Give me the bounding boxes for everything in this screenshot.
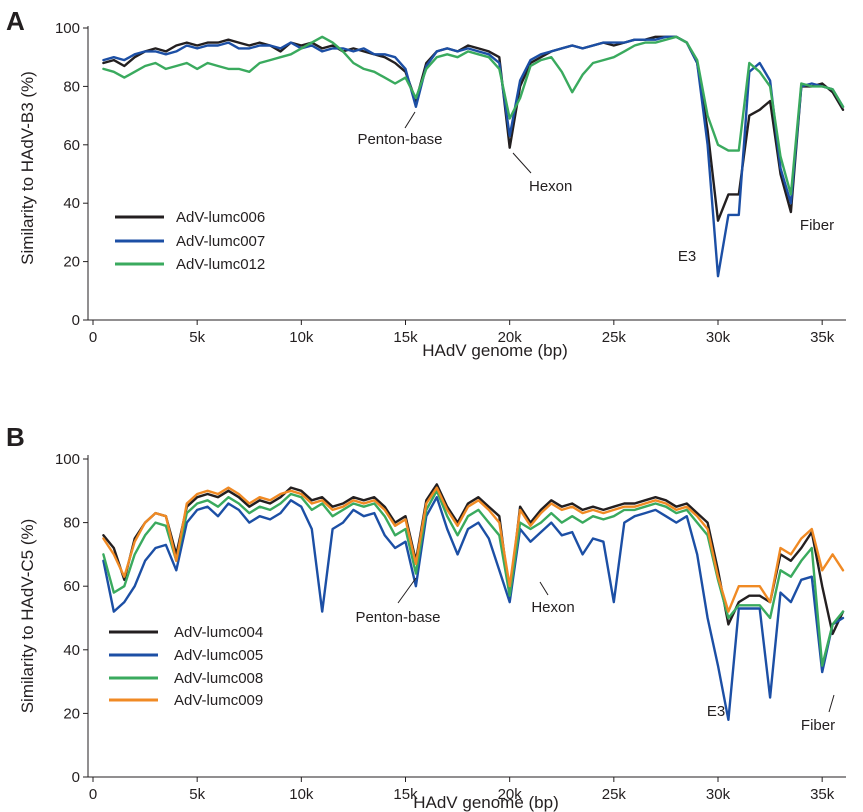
panel-b-legend-label: AdV-lumc008: [174, 670, 263, 687]
panel-a-y-tick-label: 0: [72, 312, 80, 329]
panel-b-x-tick-label: 15k: [393, 786, 418, 803]
panel-a-e3-label: E3: [678, 248, 696, 265]
panel-a-series-adv-lumc012: [102, 35, 845, 196]
panel-b-ticks: 0 5k 10k 15k 20k 25k 30k 35k 0 20 40 60 80 100: [55, 451, 835, 803]
panel-a-legend-item: AdV-lumc007: [115, 233, 265, 250]
panel-b-series-adv-lumc009: [102, 486, 845, 613]
panel-b-x-tick-label: 30k: [706, 786, 731, 803]
panel-a-y-axis-title: Similarity to HAdV-B3 (%): [18, 71, 37, 265]
panel-b-legend-label: AdV-lumc004: [174, 624, 263, 641]
panel-b: B 0 5k 10k 15k 20k 25k 30k 35k 0 20 40 60 80 100 HAdV…: [6, 422, 846, 812]
panel-a-fiber-label: Fiber: [800, 217, 834, 234]
panel-b-x-tick-label: 20k: [498, 786, 523, 803]
panel-a-x-tick-label: 25k: [602, 329, 627, 346]
panel-a-penton-leader: [404, 111, 416, 129]
panel-b-x-tick-label: 35k: [810, 786, 835, 803]
panel-a-y-tick-label: 40: [63, 195, 80, 212]
panel-b-y-tick-label: 20: [63, 705, 80, 722]
panel-b-legend: AdV-lumc004 AdV-lumc005 AdV-lumc008 AdV-…: [109, 624, 263, 709]
panel-b-legend-label: AdV-lumc005: [174, 647, 263, 664]
panel-a-series-adv-lumc007: [102, 35, 845, 278]
panel-b-x-tick-label: 0: [89, 786, 97, 803]
panel-a-legend-label: AdV-lumc006: [176, 209, 265, 226]
panel-a-y-tick-label: 80: [63, 78, 80, 95]
panel-b-legend-label: AdV-lumc009: [174, 692, 263, 709]
panel-b-penton-label: Penton-base: [355, 609, 440, 626]
panel-a-y-tick-label: 100: [55, 20, 80, 37]
panel-a-ticks: 0 5k 10k 15k 20k 25k 30k 35k 0 20 40 60 80 100: [55, 20, 835, 346]
panel-a-x-tick-label: 0: [89, 329, 97, 346]
panel-a-legend: AdV-lumc006 AdV-lumc007 AdV-lumc012: [115, 209, 265, 273]
panel-b-legend-item: AdV-lumc009: [109, 692, 263, 709]
panel-a-x-tick-label: 20k: [498, 329, 523, 346]
panel-a-hexon-leader: [512, 152, 532, 174]
panel-a-series-group: [102, 35, 845, 278]
panel-b-y-tick-label: 0: [72, 769, 80, 786]
panel-b-x-tick-label: 25k: [602, 786, 627, 803]
panel-a-x-tick-label: 30k: [706, 329, 731, 346]
panel-b-y-tick-label: 40: [63, 642, 80, 659]
panel-a-hexon-label: Hexon: [529, 178, 572, 195]
panel-b-legend-item: AdV-lumc008: [109, 670, 263, 687]
panel-b-legend-item: AdV-lumc005: [109, 647, 263, 664]
panel-a-legend-item: AdV-lumc012: [115, 256, 265, 273]
panel-a-penton-label: Penton-base: [357, 131, 442, 148]
panel-a-legend-label: AdV-lumc012: [176, 256, 265, 273]
panel-b-y-tick-label: 80: [63, 515, 80, 532]
panel-b-hexon-label: Hexon: [531, 599, 574, 616]
panel-a-series-adv-lumc006: [102, 35, 845, 222]
panel-b-fiber-label: Fiber: [801, 717, 835, 734]
panel-b-series-group: [102, 483, 845, 721]
panel-b-x-axis-title: HAdV genome (bp): [413, 793, 559, 812]
panel-b-y-tick-label: 100: [55, 451, 80, 468]
panel-a-y-tick-label: 20: [63, 254, 80, 271]
panel-a-x-tick-label: 15k: [393, 329, 418, 346]
panel-b-letter: B: [6, 422, 25, 452]
panel-a-x-tick-label: 10k: [289, 329, 314, 346]
panel-b-legend-item: AdV-lumc004: [109, 624, 263, 641]
panel-b-hexon-leader: [539, 581, 549, 596]
panel-b-fiber-leader: [828, 694, 835, 713]
panel-a: A 0 5k 10k 15k 20k 25k 30k 35k 0 20 40 60 80 100 HAdV…: [6, 6, 846, 360]
panel-a-legend-item: AdV-lumc006: [115, 209, 265, 226]
panel-a-y-tick-label: 60: [63, 137, 80, 154]
panel-b-y-tick-label: 60: [63, 578, 80, 595]
panel-a-x-tick-label: 35k: [810, 329, 835, 346]
panel-b-x-tick-label: 10k: [289, 786, 314, 803]
panel-b-x-tick-label: 5k: [189, 786, 205, 803]
panel-b-series-adv-lumc004: [102, 483, 845, 636]
panel-a-x-axis-title: HAdV genome (bp): [422, 341, 568, 360]
panel-a-x-tick-label: 5k: [189, 329, 205, 346]
panel-b-e3-label: E3: [707, 703, 725, 720]
panel-b-series-adv-lumc005: [102, 496, 845, 721]
panel-a-legend-label: AdV-lumc007: [176, 233, 265, 250]
panel-b-penton-leader: [397, 577, 417, 604]
panel-b-y-axis-title: Similarity to HAdV-C5 (%): [18, 519, 37, 714]
panel-a-letter: A: [6, 6, 25, 36]
